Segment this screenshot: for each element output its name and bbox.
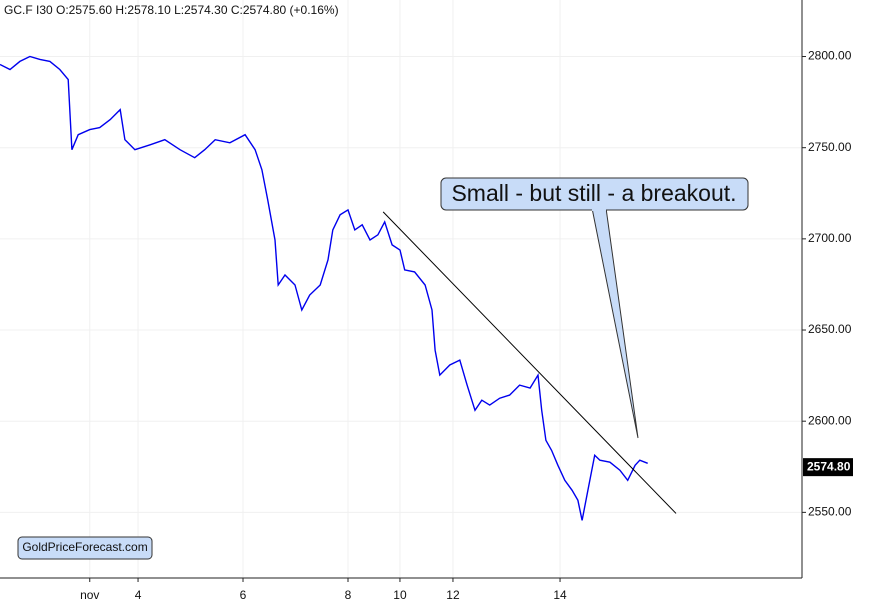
- plot-area: 2550.00 2600.00 2650.00 2700.00 2750.00 2800.…: [0, 0, 853, 602]
- callout: Small - but still - a breakout.: [440, 177, 749, 439]
- callout-joint: [592, 205, 606, 211]
- y-tick-label: 2750.00: [808, 140, 852, 154]
- x-tick-label: nov: [80, 588, 99, 602]
- callout-text: Small - but still - a breakout.: [451, 180, 736, 206]
- callout-pointer: [591, 207, 639, 439]
- trend-line: [382, 211, 677, 514]
- y-tick-label: 2800.00: [808, 49, 852, 63]
- x-tick-label: 4: [135, 588, 142, 602]
- watermark: GoldPriceForecast.com: [17, 536, 153, 560]
- y-tick-label: 2650.00: [808, 322, 852, 336]
- y-tick-label: 2700.00: [808, 231, 852, 245]
- x-tick-label: 12: [446, 588, 460, 602]
- x-tick-label: 10: [393, 588, 407, 602]
- x-tick-label: 8: [345, 588, 352, 602]
- y-tick-label: 2600.00: [808, 413, 852, 427]
- chart-title: GC.F I30 O:2575.60 H:2578.10 L:2574.30 C…: [4, 3, 339, 17]
- watermark-box: [17, 536, 153, 560]
- x-tick-label: 14: [553, 588, 567, 602]
- last-price-label: 2574.80: [807, 459, 851, 473]
- last-price-box: [803, 458, 853, 477]
- watermark-text: GoldPriceForecast.com: [22, 540, 147, 554]
- y-tick-label: 2550.00: [808, 505, 852, 519]
- price-line: [0, 55, 648, 521]
- x-tick-label: 6: [240, 588, 247, 602]
